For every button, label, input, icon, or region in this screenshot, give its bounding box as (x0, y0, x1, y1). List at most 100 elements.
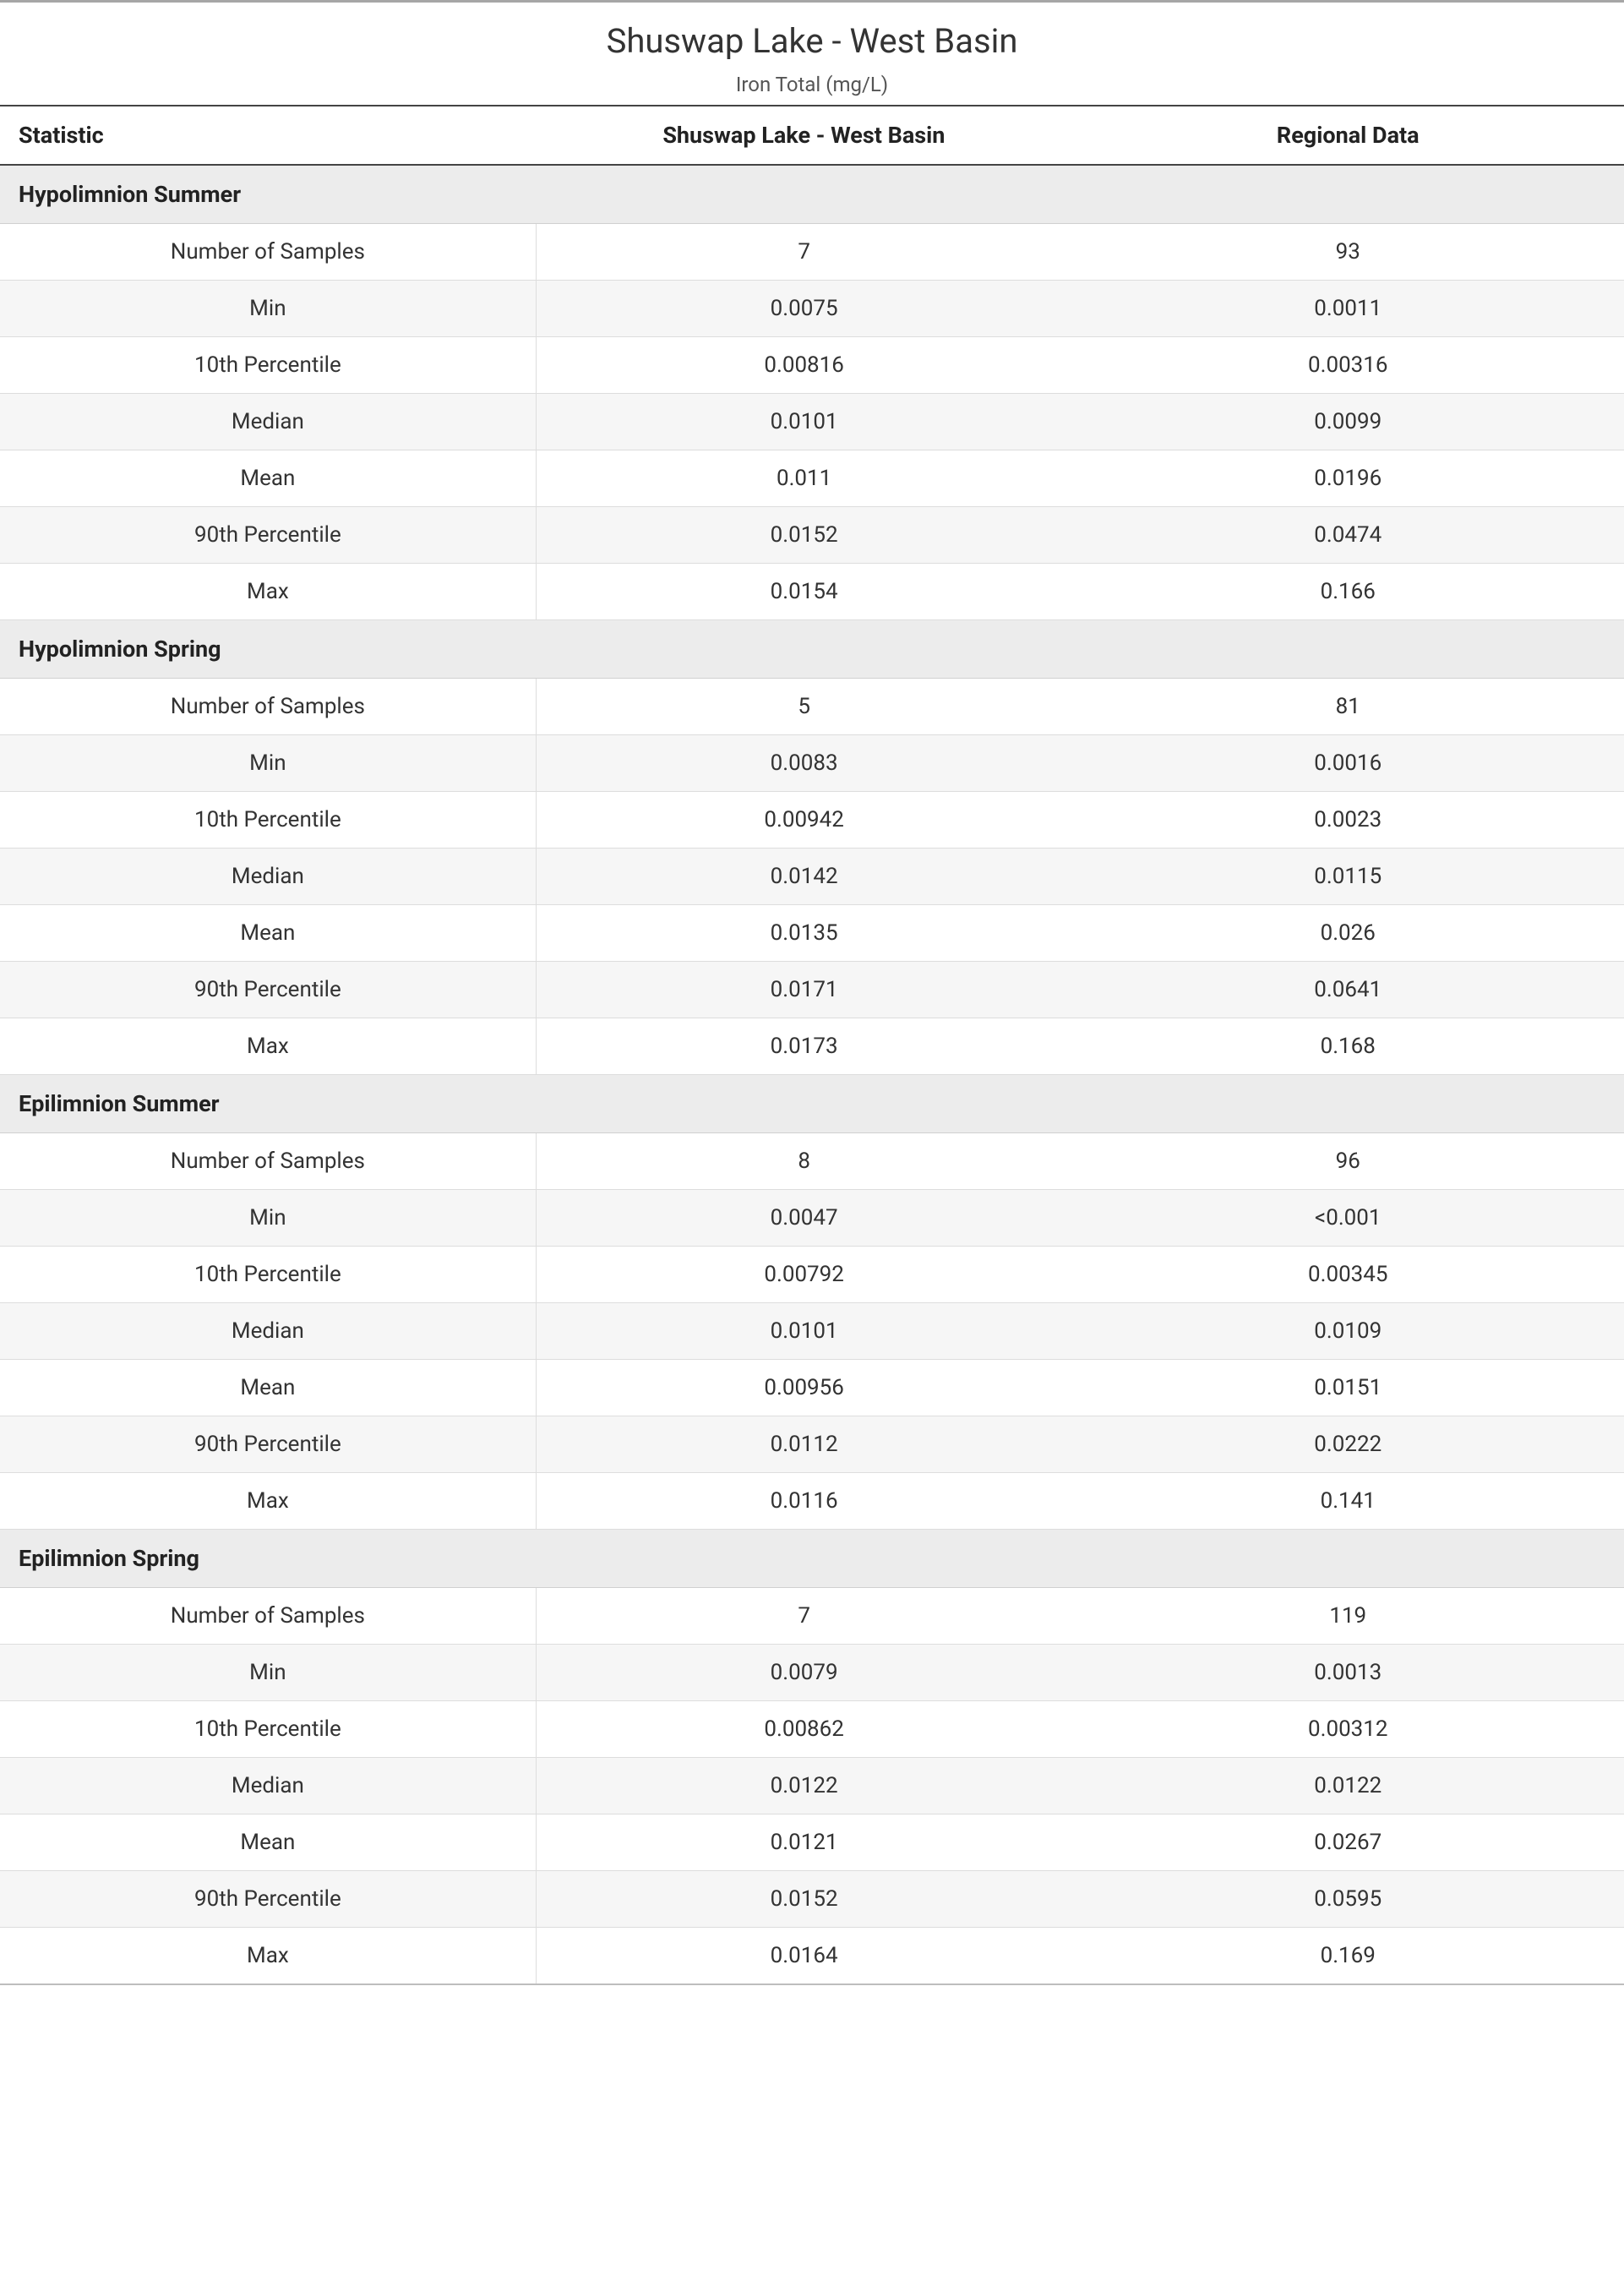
stat-region-value: 0.0595 (1072, 1871, 1624, 1928)
stat-site-value: 0.0112 (536, 1416, 1071, 1473)
stat-site-value: 7 (536, 224, 1071, 281)
stat-region-value: 0.0099 (1072, 394, 1624, 450)
stat-label: Min (0, 735, 536, 792)
stat-site-value: 0.00862 (536, 1701, 1071, 1758)
stat-site-value: 0.00816 (536, 337, 1071, 394)
stat-site-value: 0.0079 (536, 1645, 1071, 1701)
stat-label: 10th Percentile (0, 337, 536, 394)
stat-region-value: 93 (1072, 224, 1624, 281)
stat-label: Median (0, 1303, 536, 1360)
table-header-row: Statistic Shuswap Lake - West Basin Regi… (0, 106, 1624, 165)
table-row: 10th Percentile0.008160.00316 (0, 337, 1624, 394)
table-row: Max0.01540.166 (0, 564, 1624, 620)
stat-region-value: 0.0016 (1072, 735, 1624, 792)
stat-region-value: 0.168 (1072, 1018, 1624, 1075)
stat-region-value: 0.0196 (1072, 450, 1624, 507)
stat-site-value: 0.0101 (536, 394, 1071, 450)
section-title: Hypolimnion Spring (0, 620, 1624, 679)
stat-label: 10th Percentile (0, 792, 536, 849)
stat-site-value: 0.0164 (536, 1928, 1071, 1985)
stat-site-value: 0.0083 (536, 735, 1071, 792)
stats-table: Statistic Shuswap Lake - West Basin Regi… (0, 105, 1624, 1985)
stat-region-value: 0.169 (1072, 1928, 1624, 1985)
table-row: Number of Samples7119 (0, 1588, 1624, 1645)
stat-label: 10th Percentile (0, 1247, 536, 1303)
stat-site-value: 0.0122 (536, 1758, 1071, 1814)
stat-site-value: 0.00956 (536, 1360, 1071, 1416)
table-row: Number of Samples581 (0, 679, 1624, 735)
stat-site-value: 0.0135 (536, 905, 1071, 962)
stat-region-value: 0.0023 (1072, 792, 1624, 849)
stat-site-value: 0.0171 (536, 962, 1071, 1018)
stat-site-value: 0.0121 (536, 1814, 1071, 1871)
stat-site-value: 7 (536, 1588, 1071, 1645)
table-row: Number of Samples793 (0, 224, 1624, 281)
stat-label: 90th Percentile (0, 962, 536, 1018)
col-header-site: Shuswap Lake - West Basin (536, 106, 1071, 165)
title-block: Shuswap Lake - West Basin Iron Total (mg… (0, 3, 1624, 105)
section-header: Epilimnion Summer (0, 1075, 1624, 1133)
stat-region-value: 81 (1072, 679, 1624, 735)
section-title: Epilimnion Summer (0, 1075, 1624, 1133)
table-row: Median0.01420.0115 (0, 849, 1624, 905)
table-row: 10th Percentile0.007920.00345 (0, 1247, 1624, 1303)
stat-label: Mean (0, 1814, 536, 1871)
stat-site-value: 0.011 (536, 450, 1071, 507)
table-body: Hypolimnion SummerNumber of Samples793Mi… (0, 165, 1624, 1984)
stat-region-value: 0.00312 (1072, 1701, 1624, 1758)
stat-label: Number of Samples (0, 679, 536, 735)
stat-label: Mean (0, 450, 536, 507)
stat-region-value: 0.026 (1072, 905, 1624, 962)
stat-site-value: 0.00792 (536, 1247, 1071, 1303)
stat-region-value: 0.141 (1072, 1473, 1624, 1530)
stat-region-value: 0.0474 (1072, 507, 1624, 564)
table-row: Min0.00750.0011 (0, 281, 1624, 337)
table-row: 10th Percentile0.008620.00312 (0, 1701, 1624, 1758)
stat-site-value: 0.0116 (536, 1473, 1071, 1530)
stat-label: Max (0, 564, 536, 620)
stat-label: 90th Percentile (0, 1416, 536, 1473)
stat-site-value: 8 (536, 1133, 1071, 1190)
table-row: Max0.01730.168 (0, 1018, 1624, 1075)
section-header: Hypolimnion Spring (0, 620, 1624, 679)
stat-region-value: 0.0115 (1072, 849, 1624, 905)
table-row: 90th Percentile0.01520.0474 (0, 507, 1624, 564)
stat-label: 90th Percentile (0, 507, 536, 564)
stat-region-value: 0.0013 (1072, 1645, 1624, 1701)
stat-site-value: 0.0152 (536, 1871, 1071, 1928)
stat-site-value: 0.00942 (536, 792, 1071, 849)
stat-site-value: 0.0152 (536, 507, 1071, 564)
stat-site-value: 5 (536, 679, 1071, 735)
stat-region-value: 0.0267 (1072, 1814, 1624, 1871)
section-header: Epilimnion Spring (0, 1530, 1624, 1588)
stat-site-value: 0.0142 (536, 849, 1071, 905)
table-row: Max0.01160.141 (0, 1473, 1624, 1530)
stat-label: Median (0, 394, 536, 450)
col-header-statistic: Statistic (0, 106, 536, 165)
stat-site-value: 0.0154 (536, 564, 1071, 620)
table-row: Min0.00830.0016 (0, 735, 1624, 792)
table-row: Mean0.01350.026 (0, 905, 1624, 962)
stat-region-value: 0.0109 (1072, 1303, 1624, 1360)
table-row: Min0.0047<0.001 (0, 1190, 1624, 1247)
table-row: 90th Percentile0.01710.0641 (0, 962, 1624, 1018)
stat-region-value: 0.0122 (1072, 1758, 1624, 1814)
stat-region-value: 119 (1072, 1588, 1624, 1645)
stat-label: Median (0, 849, 536, 905)
table-row: Median0.01010.0099 (0, 394, 1624, 450)
table-row: Median0.01220.0122 (0, 1758, 1624, 1814)
stat-label: Max (0, 1928, 536, 1985)
stat-region-value: <0.001 (1072, 1190, 1624, 1247)
stat-label: Max (0, 1018, 536, 1075)
table-row: 10th Percentile0.009420.0023 (0, 792, 1624, 849)
stat-site-value: 0.0173 (536, 1018, 1071, 1075)
stat-label: Min (0, 281, 536, 337)
stat-region-value: 0.00316 (1072, 337, 1624, 394)
section-title: Hypolimnion Summer (0, 165, 1624, 224)
page-subtitle: Iron Total (mg/L) (0, 73, 1624, 96)
table-row: Mean0.0110.0196 (0, 450, 1624, 507)
stat-region-value: 0.166 (1072, 564, 1624, 620)
table-row: 90th Percentile0.01520.0595 (0, 1871, 1624, 1928)
table-row: Mean0.01210.0267 (0, 1814, 1624, 1871)
stat-site-value: 0.0075 (536, 281, 1071, 337)
